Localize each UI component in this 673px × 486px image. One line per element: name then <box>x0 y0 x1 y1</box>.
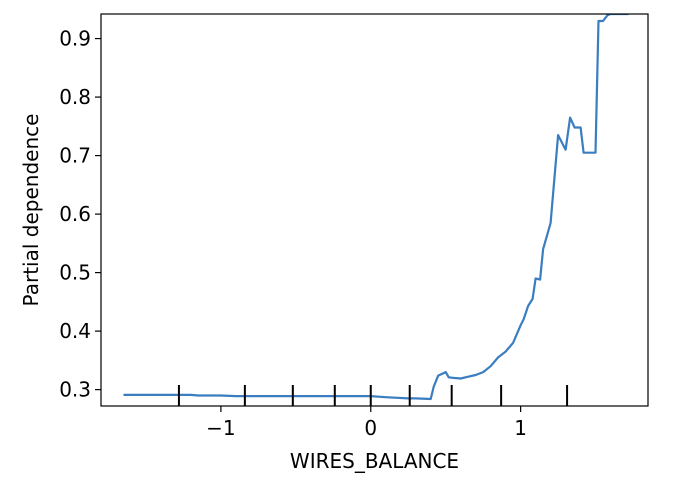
axes-frame <box>100 13 649 407</box>
partial-dependence-line <box>123 14 629 401</box>
y-axis-label: Partial dependence <box>19 114 43 307</box>
y-tick-label: 0.8 <box>59 85 91 109</box>
x-tick-label: −1 <box>206 416 235 440</box>
y-tick-label: 0.9 <box>59 27 91 51</box>
y-axis: 0.3 0.4 0.5 0.6 0.7 0.8 0.9 <box>59 27 101 402</box>
y-tick-label: 0.5 <box>59 261 91 285</box>
x-tick-label: 1 <box>514 416 527 440</box>
y-tick-label: 0.4 <box>59 319 91 343</box>
y-tick-label: 0.6 <box>59 202 91 226</box>
rug-marks <box>177 385 569 406</box>
x-axis-label: WIRES_BALANCE <box>290 449 459 473</box>
y-tick-label: 0.7 <box>59 144 91 168</box>
x-axis: −1 0 1 <box>206 406 527 440</box>
y-tick-label: 0.3 <box>59 378 91 402</box>
x-tick-label: 0 <box>364 416 377 440</box>
plot-area <box>123 14 629 401</box>
